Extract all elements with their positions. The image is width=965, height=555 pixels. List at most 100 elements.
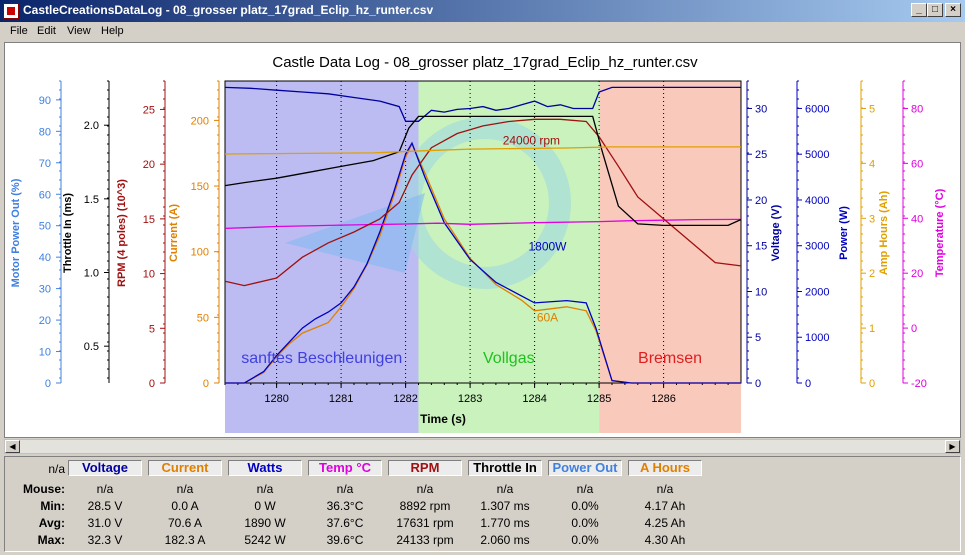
app-icon — [3, 3, 19, 19]
axis-tick-label-temp: 60 — [911, 158, 923, 170]
axis-tick-label-amphours: 5 — [869, 103, 875, 115]
axis-title-voltage: Voltage (V) — [770, 204, 782, 261]
stats-header-current[interactable]: Current — [148, 460, 222, 476]
stats-cell: n/a — [256, 482, 274, 496]
axis-tick-label-temp: 0 — [911, 323, 917, 335]
series-line-throttle-in — [224, 115, 742, 227]
stats-cell: 8892 rpm — [399, 499, 451, 513]
stats-cell: 5242 W — [244, 533, 286, 547]
chart-area[interactable]: 1280 1281 1282 1283 1284 1285 1286 Time (s) Cast… — [4, 42, 961, 438]
stats-header-rpm[interactable]: RPM — [388, 460, 462, 476]
stats-cell: 0.0% — [571, 516, 599, 530]
stats-cell: 17631 rpm — [396, 516, 454, 530]
axis-tick-label-temp: 80 — [911, 103, 923, 115]
axis-tick-label-temp: -20 — [911, 378, 927, 390]
stats-header-voltage[interactable]: Voltage — [68, 460, 142, 476]
series-line-current — [225, 142, 741, 384]
axis-title-throttle: Throttle In (ms) — [62, 193, 74, 273]
menu-view[interactable]: View — [67, 25, 91, 37]
axis-tick-label-powerout: 50 — [39, 221, 51, 233]
maximize-button[interactable]: □ — [927, 3, 943, 17]
axis-tick-label-power: 2000 — [805, 286, 829, 298]
x-tick-label-2: 1282 — [393, 393, 417, 405]
axis-tick-label-voltage: 0 — [755, 378, 761, 390]
stats-cell: 0.0% — [571, 533, 599, 547]
scroll-left-button[interactable]: ◀ — [5, 440, 20, 453]
axis-tick-label-power: 6000 — [805, 103, 829, 115]
axis-tick-label-throttle: 2.0 — [84, 120, 99, 132]
stats-cell: 0.0 A — [171, 499, 199, 513]
stats-cell: 4.17 Ah — [644, 499, 686, 513]
stats-header-watts[interactable]: Watts — [228, 460, 302, 476]
menu-edit[interactable]: Edit — [37, 25, 56, 37]
stats-row-label: Avg: — [38, 516, 65, 530]
axis-tick-label-amphours: 0 — [869, 378, 875, 390]
series-line-power — [225, 141, 741, 384]
axis-tick-label-voltage: 25 — [755, 149, 767, 161]
stats-header-temp-c[interactable]: Temp °C — [308, 460, 382, 476]
axis-tick-label-powerout: 30 — [39, 284, 51, 296]
stats-cell: n/a — [576, 482, 594, 496]
annotation-2: 60A — [537, 310, 558, 324]
horizontal-scrollbar[interactable]: ◀ ▶ — [4, 439, 961, 454]
series-line-voltage — [224, 86, 741, 122]
axis-tick-label-current: 200 — [191, 115, 209, 127]
x-tick-label-1: 1281 — [329, 393, 353, 405]
x-axis-title: Time (s) — [420, 412, 466, 426]
stats-cell: 1.770 ms — [480, 516, 530, 530]
series-line-rpm — [224, 118, 742, 287]
stats-cell: 39.6°C — [326, 533, 364, 547]
stats-cell: n/a — [336, 482, 354, 496]
stats-cell: 4.25 Ah — [644, 516, 686, 530]
x-tick-label-4: 1284 — [522, 393, 546, 405]
axis-tick-label-temp: 40 — [911, 213, 923, 225]
menu-file[interactable]: File — [10, 25, 28, 37]
stats-cell: n/a — [176, 482, 194, 496]
axis-tick-label-voltage: 30 — [755, 103, 767, 115]
stats-row-label: Max: — [37, 533, 65, 547]
axis-tick-label-throttle: 1.0 — [84, 268, 99, 280]
annotation-1: 1800W — [528, 239, 567, 253]
close-button[interactable]: × — [945, 3, 961, 17]
stats-header-a-hours[interactable]: A Hours — [628, 460, 702, 476]
statistics-panel: n/a Voltage Current Watts Temp °C RPM Throttl… — [4, 456, 961, 552]
axis-tick-label-current: 50 — [197, 312, 209, 324]
axis-tick-label-powerout: 90 — [39, 95, 51, 107]
stats-cell: n/a — [496, 482, 514, 496]
axis-tick-label-voltage: 5 — [755, 332, 761, 344]
scroll-right-button[interactable]: ▶ — [945, 440, 960, 453]
menu-bar: File Edit View Help — [0, 22, 965, 41]
minimize-button[interactable]: _ — [911, 3, 927, 17]
axis-tick-label-voltage: 10 — [755, 286, 767, 298]
stats-row-label: Min: — [40, 499, 65, 513]
stats-corner: n/a — [48, 462, 65, 476]
axis-tick-label-powerout: 0 — [45, 378, 51, 390]
axis-tick-label-powerout: 60 — [39, 189, 51, 201]
axis-tick-label-throttle: 0.5 — [84, 341, 99, 353]
x-tick-label-3: 1283 — [458, 393, 482, 405]
axis-tick-label-rpm: 5 — [149, 323, 155, 335]
menu-help[interactable]: Help — [101, 25, 124, 37]
stats-cell: 36.3°C — [326, 499, 364, 513]
stats-cell: 1890 W — [244, 516, 286, 530]
stats-cell: n/a — [656, 482, 674, 496]
stats-header-throttle-in[interactable]: Throttle In — [468, 460, 542, 476]
region-label-0: sanftes Beschleunigen — [241, 350, 402, 367]
watermark-arrow — [285, 193, 425, 273]
stats-header-power-out[interactable]: Power Out — [548, 460, 622, 476]
axis-tick-label-current: 0 — [203, 378, 209, 390]
stats-cell: 70.6 A — [167, 516, 203, 530]
axis-title-temp: Temperature (°C) — [934, 188, 946, 277]
axis-tick-label-powerout: 70 — [39, 158, 51, 170]
axis-tick-label-rpm: 0 — [149, 378, 155, 390]
axis-title-rpm: RPM (4 poles) (10^3) — [116, 179, 128, 287]
axis-title-powerout: Motor Power Out (%) — [10, 178, 22, 287]
axis-tick-label-power: 1000 — [805, 332, 829, 344]
stats-cell: 182.3 A — [164, 533, 206, 547]
axis-tick-label-power: 0 — [805, 378, 811, 390]
x-tick-label-0: 1280 — [264, 393, 288, 405]
axis-tick-label-rpm: 25 — [143, 104, 155, 116]
chart-title: Castle Data Log - 08_grosser platz_17gra… — [272, 54, 698, 71]
axis-tick-label-powerout: 10 — [39, 347, 51, 359]
